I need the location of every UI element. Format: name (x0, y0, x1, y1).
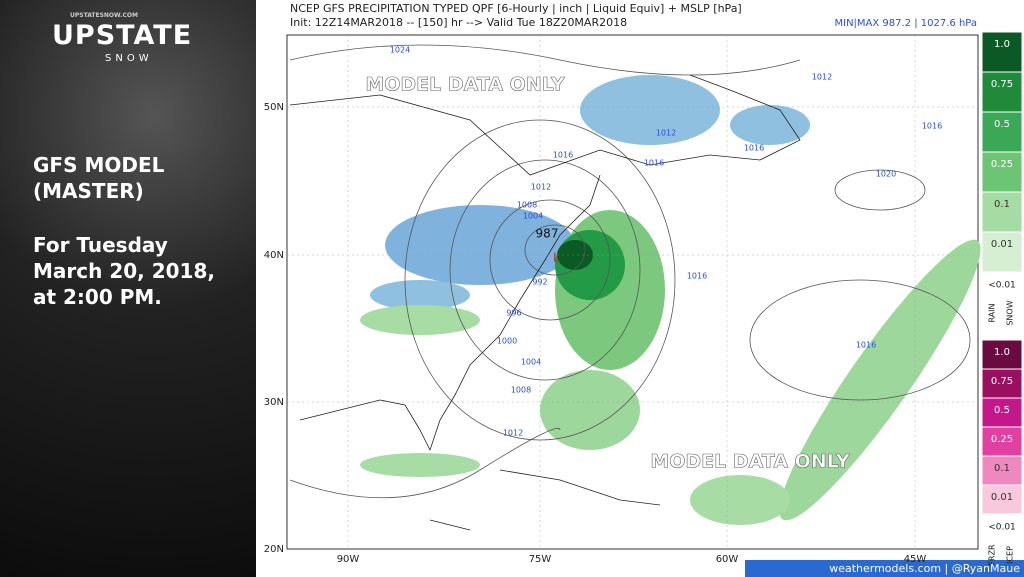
body: For Tuesday March 20, 2018, at 2:00 PM. (33, 232, 215, 310)
legend-swatch (981, 31, 1023, 73)
logo-url: UPSTATESNOW.COM (70, 12, 138, 19)
isobar-label: 1012 (812, 73, 832, 82)
precip (360, 75, 981, 525)
lon-label: 90W (337, 554, 360, 565)
lat-label: 30N (264, 397, 284, 408)
grid (287, 35, 978, 549)
legend-label: 0.5 (994, 405, 1010, 416)
minmax: MIN|MAX 987.2 | 1027.6 hPa (835, 18, 978, 29)
watermark: MODEL DATA ONLY (650, 451, 850, 473)
legend-swatch (981, 191, 1023, 233)
isobar-label: 1016 (744, 144, 764, 153)
isobar-label: 1016 (687, 272, 707, 281)
legend-label: 0.01 (991, 492, 1013, 503)
isobar-label: 1004 (523, 212, 543, 221)
isobar-label: 1016 (856, 341, 876, 350)
isobar-label: 1016 (553, 151, 573, 160)
legend-label: 0.5 (994, 119, 1010, 130)
legend-swatch (981, 151, 1023, 193)
legend-label: 0.01 (991, 239, 1013, 250)
watermark: MODEL DATA ONLY (365, 74, 565, 96)
lon-label: 60W (716, 554, 739, 565)
map-init: Init: 12Z14MAR2018 -- [150] hr --> Valid… (290, 16, 627, 29)
legend-below: <0.01 (988, 281, 1016, 291)
isobar-label: 996 (506, 309, 521, 318)
legend-type: SNOW (1006, 300, 1015, 325)
isobar-label: 987 (536, 227, 559, 241)
legend-label: 1.0 (994, 347, 1010, 358)
lat-label: 50N (264, 102, 284, 113)
isobar-label: 1016 (644, 159, 664, 168)
isobar-label: 1012 (503, 429, 523, 438)
heading-line: (MASTER) (33, 179, 144, 203)
legend-label: 0.25 (991, 434, 1013, 445)
isobar-label: 1020 (876, 170, 896, 179)
isobar-label: 1008 (511, 386, 531, 395)
sidebar: UPSTATESNOW.COM UPSTATE SNOW GFS MODEL (… (0, 0, 256, 577)
logo-sub: SNOW (105, 53, 153, 64)
isobar-label: 1012 (656, 129, 676, 138)
footer: weathermodels.com | @RyanMaue (829, 562, 1020, 575)
isobar-label: 1004 (521, 358, 541, 367)
legend-swatch (981, 71, 1023, 113)
legend-swatch (981, 455, 1023, 486)
legend-swatch (981, 426, 1023, 457)
legend-label: 0.1 (994, 463, 1010, 474)
lat-label: 20N (264, 544, 284, 555)
isobar-label: 992 (532, 278, 547, 287)
body-line: at 2:00 PM. (33, 285, 162, 309)
lon-label: 75W (529, 554, 552, 565)
legend-below: <0.01 (988, 523, 1016, 533)
legend-swatch (981, 368, 1023, 399)
legend-label: 0.1 (994, 199, 1010, 210)
heading: GFS MODEL (MASTER) (33, 152, 164, 204)
footer-bar (745, 560, 1024, 577)
legend-swatch (981, 484, 1023, 515)
map-panel: NCEP GFS PRECIPITATION TYPED QPF [6-Hour… (264, 2, 1024, 577)
legend-label: 0.75 (991, 79, 1013, 90)
lat-label: 40N (264, 250, 284, 261)
legend-label: 0.25 (991, 159, 1013, 170)
legend-swatch (981, 339, 1023, 370)
heading-line: GFS MODEL (33, 153, 165, 177)
coastlines (289, 74, 801, 531)
legend-type: ICEP (1006, 546, 1015, 564)
lon-label: 45W (904, 554, 927, 565)
legend-type: FRZR (988, 544, 997, 566)
legend-label: 0.75 (991, 376, 1013, 387)
isobar-label: 1008 (517, 201, 537, 210)
body-line: For Tuesday (33, 233, 168, 257)
legend-swatch (981, 111, 1023, 153)
isobar-label: 1012 (531, 183, 551, 192)
isobar-label: 1016 (922, 122, 942, 131)
isobar-label: 1000 (497, 337, 517, 346)
body-line: March 20, 2018, (33, 259, 215, 283)
isobar-label: 1024 (390, 46, 410, 55)
logo: UPSTATE (52, 20, 193, 51)
legend-swatch (981, 231, 1023, 273)
legend-label: 1.0 (994, 39, 1010, 50)
legend-swatch (981, 397, 1023, 428)
low-marker: L (553, 251, 560, 265)
legend-type: RAIN (988, 303, 997, 322)
map-title: NCEP GFS PRECIPITATION TYPED QPF [6-Hour… (290, 2, 742, 15)
